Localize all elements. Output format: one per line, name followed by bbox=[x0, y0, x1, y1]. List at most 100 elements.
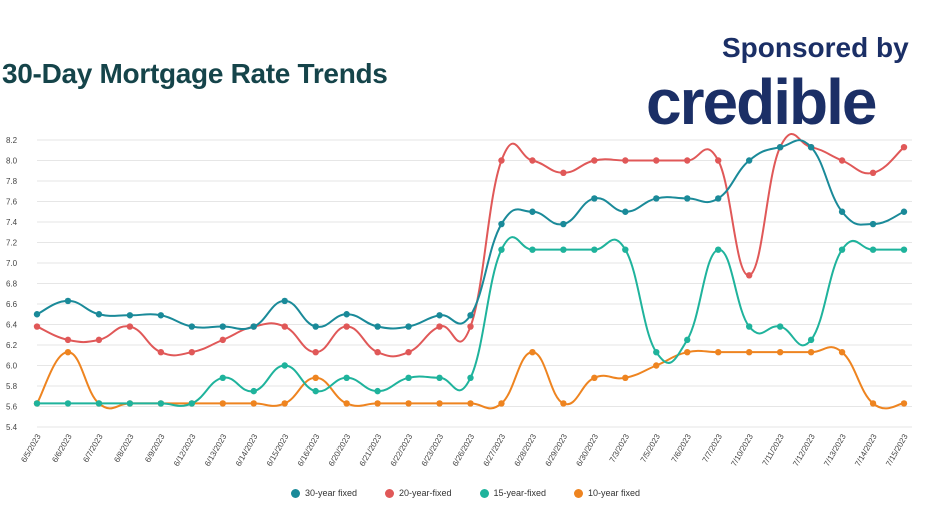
x-tick-label: 6/13/2023 bbox=[203, 432, 229, 468]
data-point-30-year-fixed bbox=[807, 143, 815, 151]
x-tick-label: 7/3/2023 bbox=[608, 432, 632, 464]
data-point-30-year-fixed bbox=[405, 323, 412, 330]
x-tick-label: 7/7/2023 bbox=[701, 432, 725, 464]
data-point-20-year-fixed bbox=[95, 336, 103, 344]
y-tick-label: 5.8 bbox=[6, 382, 18, 391]
data-point-10-year-fixed bbox=[684, 348, 691, 356]
data-point-10-year-fixed bbox=[529, 348, 536, 356]
data-point-30-year-fixed bbox=[653, 195, 660, 202]
data-point-30-year-fixed bbox=[157, 312, 165, 319]
data-point-10-year-fixed bbox=[776, 348, 784, 356]
data-point-20-year-fixed bbox=[715, 157, 722, 164]
legend-swatch bbox=[479, 488, 489, 498]
legend-item-20-year-fixed: 20-year-fixed bbox=[384, 488, 452, 498]
y-tick-label: 6.6 bbox=[6, 300, 18, 309]
y-tick-label: 5.4 bbox=[6, 423, 18, 432]
data-point-30-year-fixed bbox=[498, 220, 505, 228]
data-point-30-year-fixed bbox=[560, 220, 567, 228]
data-point-15-year-fixed bbox=[653, 348, 660, 356]
data-point-10-year-fixed bbox=[560, 400, 567, 407]
data-point-10-year-fixed bbox=[467, 400, 474, 407]
data-point-10-year-fixed bbox=[343, 400, 350, 407]
sponsor-text: Sponsored by bbox=[722, 32, 909, 63]
data-point-15-year-fixed bbox=[869, 246, 877, 253]
data-point-20-year-fixed bbox=[219, 336, 226, 344]
data-point-20-year-fixed bbox=[498, 157, 505, 164]
data-point-30-year-fixed bbox=[622, 208, 629, 215]
data-point-15-year-fixed bbox=[405, 374, 412, 381]
x-tick-label: 7/14/2023 bbox=[853, 432, 879, 468]
data-point-20-year-fixed bbox=[281, 323, 288, 330]
y-tick-label: 5.6 bbox=[6, 403, 18, 412]
data-point-15-year-fixed bbox=[374, 387, 381, 395]
data-point-15-year-fixed bbox=[281, 362, 288, 369]
chart-title: 30-Day Mortgage Rate Trends bbox=[2, 58, 388, 89]
data-point-15-year-fixed bbox=[33, 400, 41, 407]
data-point-15-year-fixed bbox=[622, 246, 629, 253]
data-point-30-year-fixed bbox=[529, 208, 536, 215]
data-point-15-year-fixed bbox=[219, 374, 226, 381]
data-point-20-year-fixed bbox=[838, 157, 846, 164]
data-point-20-year-fixed bbox=[436, 323, 443, 330]
data-point-30-year-fixed bbox=[374, 323, 381, 330]
data-point-20-year-fixed bbox=[684, 157, 691, 164]
data-point-15-year-fixed bbox=[900, 246, 908, 253]
x-tick-label: 6/20/2023 bbox=[327, 432, 353, 468]
brand-logo: credible bbox=[646, 66, 877, 138]
legend-item-15-year-fixed: 15-year-fixed bbox=[479, 488, 547, 498]
x-tick-label: 6/6/2023 bbox=[50, 432, 74, 464]
x-tick-label: 7/10/2023 bbox=[729, 432, 755, 468]
data-point-15-year-fixed bbox=[529, 246, 536, 253]
y-tick-label: 6.0 bbox=[6, 362, 18, 371]
x-tick-label: 6/30/2023 bbox=[574, 432, 600, 468]
y-tick-label: 6.4 bbox=[6, 321, 18, 330]
y-tick-label: 7.0 bbox=[6, 259, 18, 268]
data-point-10-year-fixed bbox=[869, 400, 877, 407]
chart-legend: 30-year fixed 20-year-fixed 15-year-fixed 1… bbox=[0, 488, 931, 498]
data-point-20-year-fixed bbox=[33, 323, 41, 330]
data-point-30-year-fixed bbox=[838, 208, 846, 215]
data-point-20-year-fixed bbox=[653, 157, 660, 164]
x-tick-label: 6/14/2023 bbox=[234, 432, 260, 468]
data-point-15-year-fixed bbox=[467, 374, 474, 381]
series-line-20-year-fixed bbox=[36, 133, 905, 358]
y-tick-label: 6.8 bbox=[6, 280, 18, 289]
legend-label: 30-year fixed bbox=[304, 488, 357, 498]
data-point-10-year-fixed bbox=[838, 348, 846, 356]
data-point-30-year-fixed bbox=[900, 208, 908, 215]
data-point-30-year-fixed bbox=[745, 157, 753, 164]
data-point-10-year-fixed bbox=[591, 374, 598, 381]
data-point-10-year-fixed bbox=[622, 374, 629, 381]
data-point-10-year-fixed bbox=[405, 400, 412, 407]
data-point-30-year-fixed bbox=[684, 195, 691, 202]
x-tick-label: 6/12/2023 bbox=[172, 432, 198, 468]
data-point-30-year-fixed bbox=[126, 312, 134, 319]
x-tick-label: 6/27/2023 bbox=[482, 432, 508, 468]
data-point-20-year-fixed bbox=[188, 348, 196, 356]
data-point-20-year-fixed bbox=[869, 169, 877, 176]
data-point-20-year-fixed bbox=[529, 157, 536, 164]
x-tick-label: 7/12/2023 bbox=[791, 432, 817, 468]
data-point-10-year-fixed bbox=[281, 400, 288, 407]
data-point-30-year-fixed bbox=[33, 311, 41, 318]
data-point-15-year-fixed bbox=[436, 374, 443, 381]
data-point-15-year-fixed bbox=[807, 336, 815, 344]
data-point-15-year-fixed bbox=[157, 400, 165, 407]
data-point-30-year-fixed bbox=[312, 323, 319, 330]
data-point-30-year-fixed bbox=[715, 195, 722, 202]
data-point-10-year-fixed bbox=[653, 362, 660, 369]
data-point-20-year-fixed bbox=[405, 348, 412, 356]
data-point-20-year-fixed bbox=[126, 323, 134, 330]
data-point-30-year-fixed bbox=[343, 311, 350, 318]
data-point-20-year-fixed bbox=[343, 323, 350, 330]
data-point-15-year-fixed bbox=[838, 246, 846, 253]
data-point-15-year-fixed bbox=[250, 387, 257, 395]
y-tick-label: 8.0 bbox=[6, 157, 18, 166]
data-point-15-year-fixed bbox=[188, 400, 196, 407]
data-point-10-year-fixed bbox=[312, 374, 319, 381]
x-tick-label: 6/16/2023 bbox=[296, 432, 322, 468]
legend-label: 15-year-fixed bbox=[493, 488, 547, 498]
legend-swatch bbox=[574, 488, 584, 498]
data-point-15-year-fixed bbox=[343, 374, 350, 381]
data-point-20-year-fixed bbox=[157, 348, 165, 356]
